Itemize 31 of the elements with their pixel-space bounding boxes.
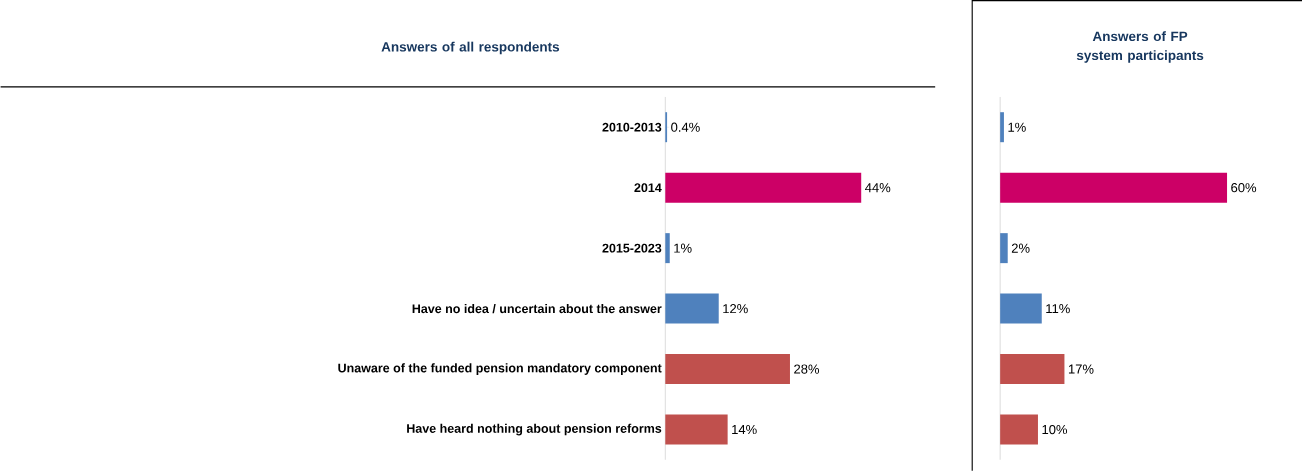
- data-label: 12%: [723, 304, 748, 314]
- bar: [1000, 354, 1065, 385]
- data-label: 44%: [865, 183, 891, 193]
- bar: [1000, 112, 1004, 143]
- bar: [665, 293, 719, 324]
- bar: [1000, 414, 1038, 445]
- bar: [1000, 293, 1042, 324]
- bar: [665, 354, 790, 385]
- bar: [665, 172, 862, 203]
- data-label: 11%: [1046, 304, 1070, 314]
- data-label: 1%: [1008, 122, 1026, 132]
- bar: [665, 233, 670, 264]
- text: Answers of all respondents: [381, 41, 560, 55]
- data-label: 1%: [674, 243, 692, 253]
- bar: [665, 414, 728, 445]
- data-label: 28%: [794, 364, 820, 374]
- data-label: 10%: [1042, 425, 1068, 435]
- data-label: 2%: [1011, 243, 1030, 253]
- data-label: 17%: [1068, 364, 1094, 374]
- data-label: 14%: [732, 425, 757, 435]
- y-tick-label: 2014: [634, 183, 662, 193]
- bar: [1000, 233, 1008, 264]
- bar: [1000, 172, 1228, 203]
- data-label: 60%: [1231, 183, 1257, 193]
- y-tick-label: Have heard nothing about pension reforms: [407, 423, 662, 436]
- y-tick-label: Unaware of the funded pension mandatory component: [338, 363, 662, 376]
- y-tick-label: 2015-2023: [602, 243, 662, 253]
- y-tick-label: Have no idea / uncertain about the answer: [412, 304, 662, 314]
- y-tick-label: 2010-2013: [602, 122, 662, 132]
- chart-title: Answers of FP system participants: [1076, 31, 1204, 63]
- data-label: 0.4%: [671, 122, 700, 132]
